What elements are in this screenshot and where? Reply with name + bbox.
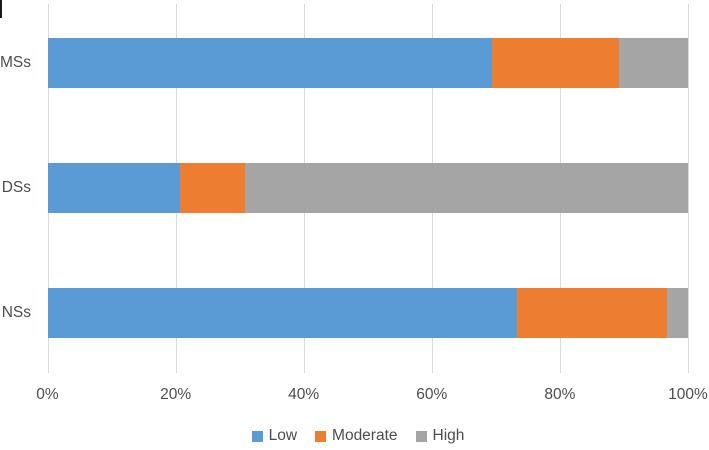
bar-segment-dss-high	[244, 163, 688, 213]
category-label-nss: NSs	[1, 304, 31, 321]
legend-label-high: High	[432, 427, 465, 444]
legend-swatch-moderate	[315, 430, 327, 442]
x-tick-label-80pct: 80%	[544, 386, 576, 403]
category-label-dss: DSs	[1, 179, 31, 196]
bar-segment-nss-low	[47, 288, 517, 338]
x-tick-label-20pct: 20%	[160, 386, 192, 403]
gridline-100pct	[688, 4, 689, 373]
legend-swatch-low	[251, 430, 263, 442]
legend-item-low: Low	[251, 427, 298, 445]
crop-artifact	[0, 0, 2, 18]
legend-label-low: Low	[268, 427, 298, 444]
legend-item-high: High	[415, 427, 465, 445]
legend: Low Moderate High	[7, 427, 709, 445]
x-tick-label-60pct: 60%	[416, 386, 448, 403]
bar-segment-nss-moderate	[516, 288, 667, 338]
bar-segment-nss-high	[666, 288, 688, 338]
category-label-mss: MSs	[0, 54, 31, 71]
bar-dss	[47, 163, 689, 213]
bar-nss	[47, 288, 689, 338]
bar-segment-mss-low	[47, 38, 492, 88]
legend-swatch-high	[415, 430, 427, 442]
bar-segment-mss-moderate	[492, 38, 619, 88]
bar-segment-dss-moderate	[180, 163, 245, 213]
x-tick-label-40pct: 40%	[288, 386, 320, 403]
bar-segment-dss-low	[47, 163, 181, 213]
legend-item-moderate: Moderate	[315, 427, 398, 445]
x-tick-label-100pct: 100%	[668, 386, 708, 403]
legend-label-moderate: Moderate	[332, 427, 398, 444]
bar-mss	[47, 38, 689, 88]
bar-segment-mss-high	[618, 38, 688, 88]
x-tick-label-0pct: 0%	[36, 386, 59, 403]
